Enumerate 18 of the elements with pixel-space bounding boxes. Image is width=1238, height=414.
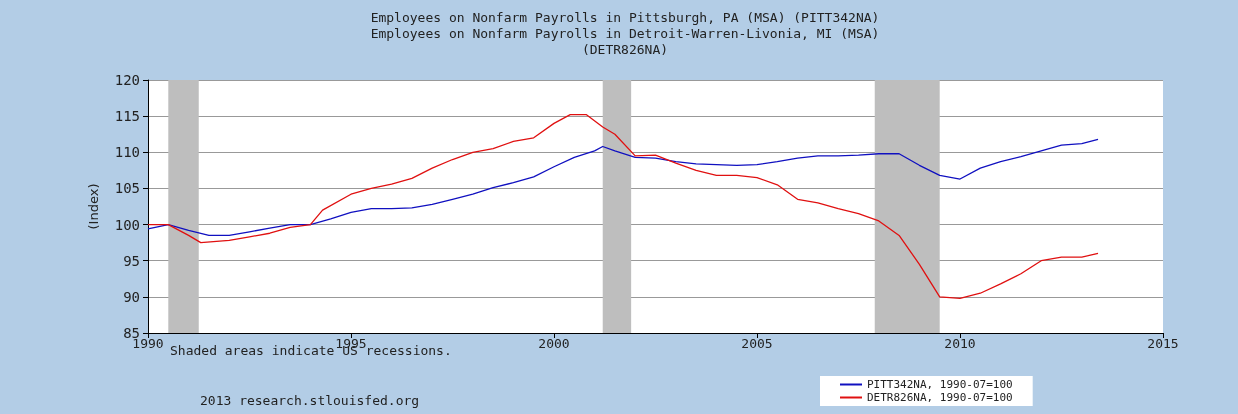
y-tick-label: 110 bbox=[114, 144, 140, 161]
chart-title: Employees on Nonfarm Payrolls in Pittsburgh, PA (MSA) (PITT342NA) Employees on Nonfarm Payrolls in Detroit-Warren-Livonia, MI (MSA) (DETR826NA) bbox=[370, 9, 880, 57]
y-tick-label: 120 bbox=[114, 72, 140, 88]
y-tick-label: 90 bbox=[123, 288, 140, 305]
x-tick-label: 2000 bbox=[538, 336, 570, 351]
y-tick-label: 105 bbox=[114, 180, 140, 197]
x-tick-label: 2015 bbox=[1147, 336, 1179, 351]
y-axis-title: (Index) bbox=[86, 183, 101, 230]
line-series bbox=[147, 138, 1099, 237]
legend-label: DETR826NA, 1990-07=100 bbox=[867, 391, 1013, 404]
x-tick-label: 2010 bbox=[944, 336, 976, 351]
y-tick-label: 100 bbox=[114, 216, 140, 233]
legend-label: PITT342NA, 1990-07=100 bbox=[867, 378, 1013, 391]
text: 2013 research.stlouisfed.org bbox=[200, 393, 420, 408]
line-series bbox=[147, 114, 1099, 299]
y-tick-label: 115 bbox=[114, 108, 140, 125]
y-tick-label: 95 bbox=[123, 252, 140, 269]
x-tick-label: 2005 bbox=[741, 336, 773, 351]
